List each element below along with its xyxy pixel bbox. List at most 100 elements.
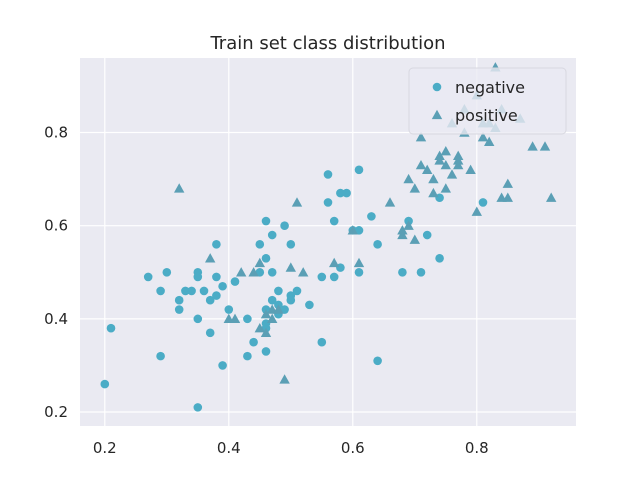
negative-point [224,305,234,314]
positive-point [415,159,427,170]
positive-point [254,257,265,268]
positive-point [229,313,241,324]
x-tick-label: 0.6 [341,439,365,457]
negative-point [193,272,203,282]
positive-point [236,267,247,277]
negative-point [106,323,116,333]
positive-point [502,192,513,202]
negative-point [243,314,252,324]
positive-point [422,164,433,174]
chart-title: Train set class distribution [209,33,445,54]
negative-point [230,277,240,286]
x-tick-label: 0.4 [217,439,241,457]
negative-point [143,272,153,282]
positive-point [484,136,495,147]
positive-point [428,173,439,184]
negative-point [317,337,327,347]
positive-point [539,141,551,151]
positive-point [273,304,284,314]
negative-point [416,267,426,277]
negative-point [373,356,382,366]
legend-marker-positive [431,109,443,120]
positive-point [440,159,451,170]
negative-point [212,272,221,282]
positive-point [260,309,272,319]
negative-point [156,351,165,361]
negative-point [193,314,203,324]
negative-point [323,170,333,179]
negative-point [323,198,333,207]
negative-point [205,295,215,305]
positive-point [409,234,420,244]
negative-point [249,337,258,347]
positive-point [546,192,557,202]
legend: negative positive [408,67,567,135]
positive-point [446,169,458,179]
positive-point [471,206,482,216]
negative-point [267,295,277,305]
positive-point [260,327,272,337]
positive-point [453,150,464,160]
positive-point [440,183,451,193]
positive-point [248,267,259,277]
positive-point [267,313,278,324]
negative-point [422,230,432,240]
positive-point [254,322,265,333]
positive-point [434,155,445,165]
negative-point [292,286,302,296]
negative-point [398,267,407,277]
negative-point [100,379,110,389]
negative-point [218,281,227,291]
x-tick-label: 0.8 [465,439,489,457]
negative-point [373,240,382,249]
positive-point [527,141,538,151]
negative-point [329,272,339,282]
negative-point [181,286,190,296]
negative-point [261,254,271,263]
positive-point [347,225,358,235]
y-tick-label: 0.6 [44,217,68,235]
positive-point [353,257,365,268]
y-tick-label: 0.4 [44,310,68,328]
negative-point [367,212,376,221]
negative-point [286,291,296,300]
x-tick-label: 0.2 [93,439,117,457]
legend-label-positive: positive [455,106,518,125]
negative-point [478,198,488,207]
negative-point [243,351,252,361]
positive-point [291,197,303,207]
negative-point [329,216,339,226]
positive-point [465,164,476,174]
legend-box [408,67,567,135]
legend-marker-negative [432,82,442,92]
positive-point [329,257,340,268]
negative-point [212,240,221,249]
negative-point [286,240,296,249]
negative-point [255,240,265,249]
negative-point [305,300,314,310]
negative-point [435,254,444,263]
negative-point [267,230,277,240]
positive-point [298,267,309,277]
positive-point [477,131,489,142]
positive-point [415,131,427,142]
negative-point [187,286,196,296]
positive-point [409,183,420,193]
positive-point [384,197,396,207]
negative-point [267,267,277,277]
negative-point [212,291,221,300]
positive-point [428,187,439,198]
negative-point [174,295,184,305]
negative-point [174,305,184,314]
legend-label-negative: negative [455,78,525,97]
positive-point [502,178,513,188]
positive-point [403,173,414,184]
positive-point [279,374,290,384]
negative-point [336,188,345,198]
positive-point [440,145,451,156]
negative-point [354,267,364,277]
negative-point [342,188,351,198]
negative-point [317,272,327,282]
negative-point [354,165,364,175]
